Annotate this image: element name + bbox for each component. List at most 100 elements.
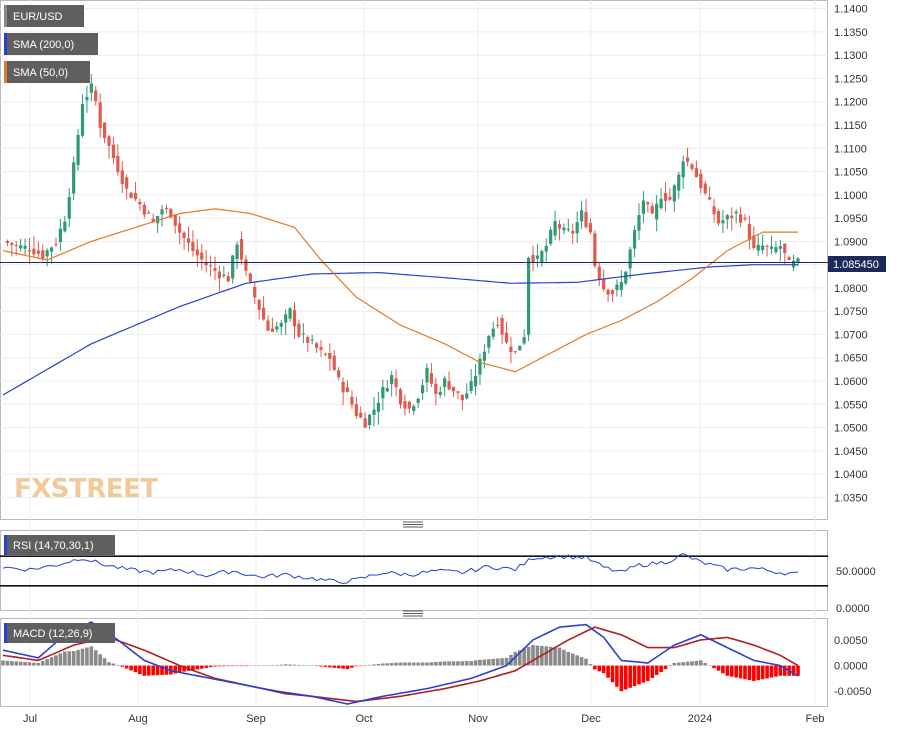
macd-histogram-bar [389, 663, 394, 666]
macd-histogram-bar [619, 665, 624, 692]
macd-histogram-bar [646, 665, 650, 681]
candle-down [708, 197, 712, 200]
macd-histogram-bar [102, 658, 107, 666]
macd-histogram-bar [341, 665, 345, 669]
macd-histogram-bar [261, 665, 266, 666]
macd-histogram-bar [676, 662, 681, 666]
candle-up [624, 271, 628, 284]
macd-histogram-bar [292, 664, 297, 666]
macd-histogram-bar [5, 660, 10, 666]
pair-label: EUR/USD [13, 11, 63, 23]
macd-histogram-bar [182, 665, 186, 672]
macd-histogram-bar [385, 663, 390, 666]
macd-tick-label: 0.0000 [834, 661, 868, 673]
legend-sma50[interactable]: SMA (50,0) [4, 61, 90, 83]
macd-histogram-bar [707, 665, 712, 667]
legend-sma200[interactable]: SMA (200,0) [4, 33, 98, 55]
candle-up [761, 245, 765, 251]
macd-histogram-bar [32, 662, 36, 666]
macd-histogram-bar [690, 661, 694, 666]
candle-down [257, 299, 261, 310]
date-tick-label: Oct [355, 713, 372, 725]
pane-resize-handle[interactable] [403, 610, 423, 617]
price-tick-label: 1.0400 [834, 469, 868, 481]
macd-histogram-bar [138, 665, 142, 674]
macd-histogram-bar [570, 653, 575, 666]
macd-histogram-bar [628, 665, 632, 688]
macd-histogram-bar [98, 654, 102, 666]
macd-histogram-bar [650, 665, 655, 678]
candle-down [328, 353, 332, 359]
candle-down [752, 235, 756, 249]
candle-down [270, 328, 275, 332]
candle-up [575, 222, 579, 234]
candle-up [659, 198, 663, 209]
candle-down [496, 324, 500, 326]
date-tick-label: Feb [806, 713, 825, 725]
candle-down [111, 144, 116, 159]
candle-down [429, 373, 434, 384]
macd-histogram-bar [146, 665, 151, 676]
candle-down [504, 332, 509, 343]
legend-rsi[interactable]: RSI (14,70,30,1) [4, 535, 115, 555]
candle-down [407, 401, 411, 409]
macd-histogram-bar [663, 665, 668, 669]
pane-resize-handle[interactable] [403, 521, 423, 528]
macd-histogram-bar [89, 646, 94, 666]
macd-histogram-bar [796, 665, 800, 676]
candle-down [363, 418, 367, 428]
price-tick-label: 1.0950 [834, 213, 868, 225]
macd-histogram-bar [111, 663, 116, 666]
legend-pair[interactable]: EUR/USD [4, 5, 84, 27]
macd-histogram-bar [58, 653, 63, 666]
candle-down [597, 266, 601, 280]
candle-up [632, 229, 637, 249]
candle-down [350, 396, 354, 405]
macd-histogram-bar [235, 665, 239, 667]
legend-macd[interactable]: MACD (12,26,9) [4, 623, 115, 643]
rsi-pane[interactable] [0, 530, 828, 611]
candle-down [451, 386, 456, 392]
candle-down [217, 271, 222, 279]
candle-down [434, 383, 438, 394]
macd-histogram-bar [323, 665, 328, 667]
candle-down [588, 223, 593, 233]
price-tick-label: 1.1250 [834, 73, 868, 85]
macd-histogram-bar [18, 661, 23, 666]
macd-histogram-bar [394, 662, 398, 666]
macd-histogram-bar [473, 660, 478, 666]
date-tick-label: Jul [23, 713, 37, 725]
macd-histogram-bar [782, 665, 787, 676]
macd-histogram-bar [601, 665, 606, 674]
macd-histogram-bar [526, 646, 531, 666]
candle-up [420, 385, 425, 394]
candle-down [610, 290, 615, 295]
candle-up [553, 221, 557, 236]
macd-histogram-bar [129, 665, 133, 671]
candle-down [248, 273, 252, 282]
candle-down [743, 217, 747, 220]
macd-signal-line [2, 626, 799, 703]
candle-up [89, 83, 93, 93]
macd-histogram-bar [76, 649, 80, 666]
macd-histogram-bar [85, 647, 89, 666]
macd-histogram-bar [791, 665, 796, 676]
price-tick-label: 1.0450 [834, 446, 868, 458]
macd-histogram-bar [425, 662, 429, 666]
macd-histogram-bar [36, 663, 41, 666]
macd-histogram-bar [297, 664, 301, 666]
macd-histogram-bar [544, 646, 549, 666]
candle-down [191, 241, 195, 252]
candle-up [63, 221, 67, 232]
macd-histogram-bar [774, 665, 778, 677]
candle-up [67, 196, 71, 219]
macd-histogram-bar [80, 648, 85, 666]
macd-histogram-bar [248, 665, 253, 667]
macd-histogram-bar [381, 663, 385, 666]
candle-down [765, 245, 769, 247]
candle-down [716, 211, 721, 224]
macd-histogram-bar [606, 665, 610, 678]
candle-up [390, 375, 394, 385]
rsi-label: RSI (14,70,30,1) [13, 540, 94, 552]
candle-down [120, 170, 124, 184]
